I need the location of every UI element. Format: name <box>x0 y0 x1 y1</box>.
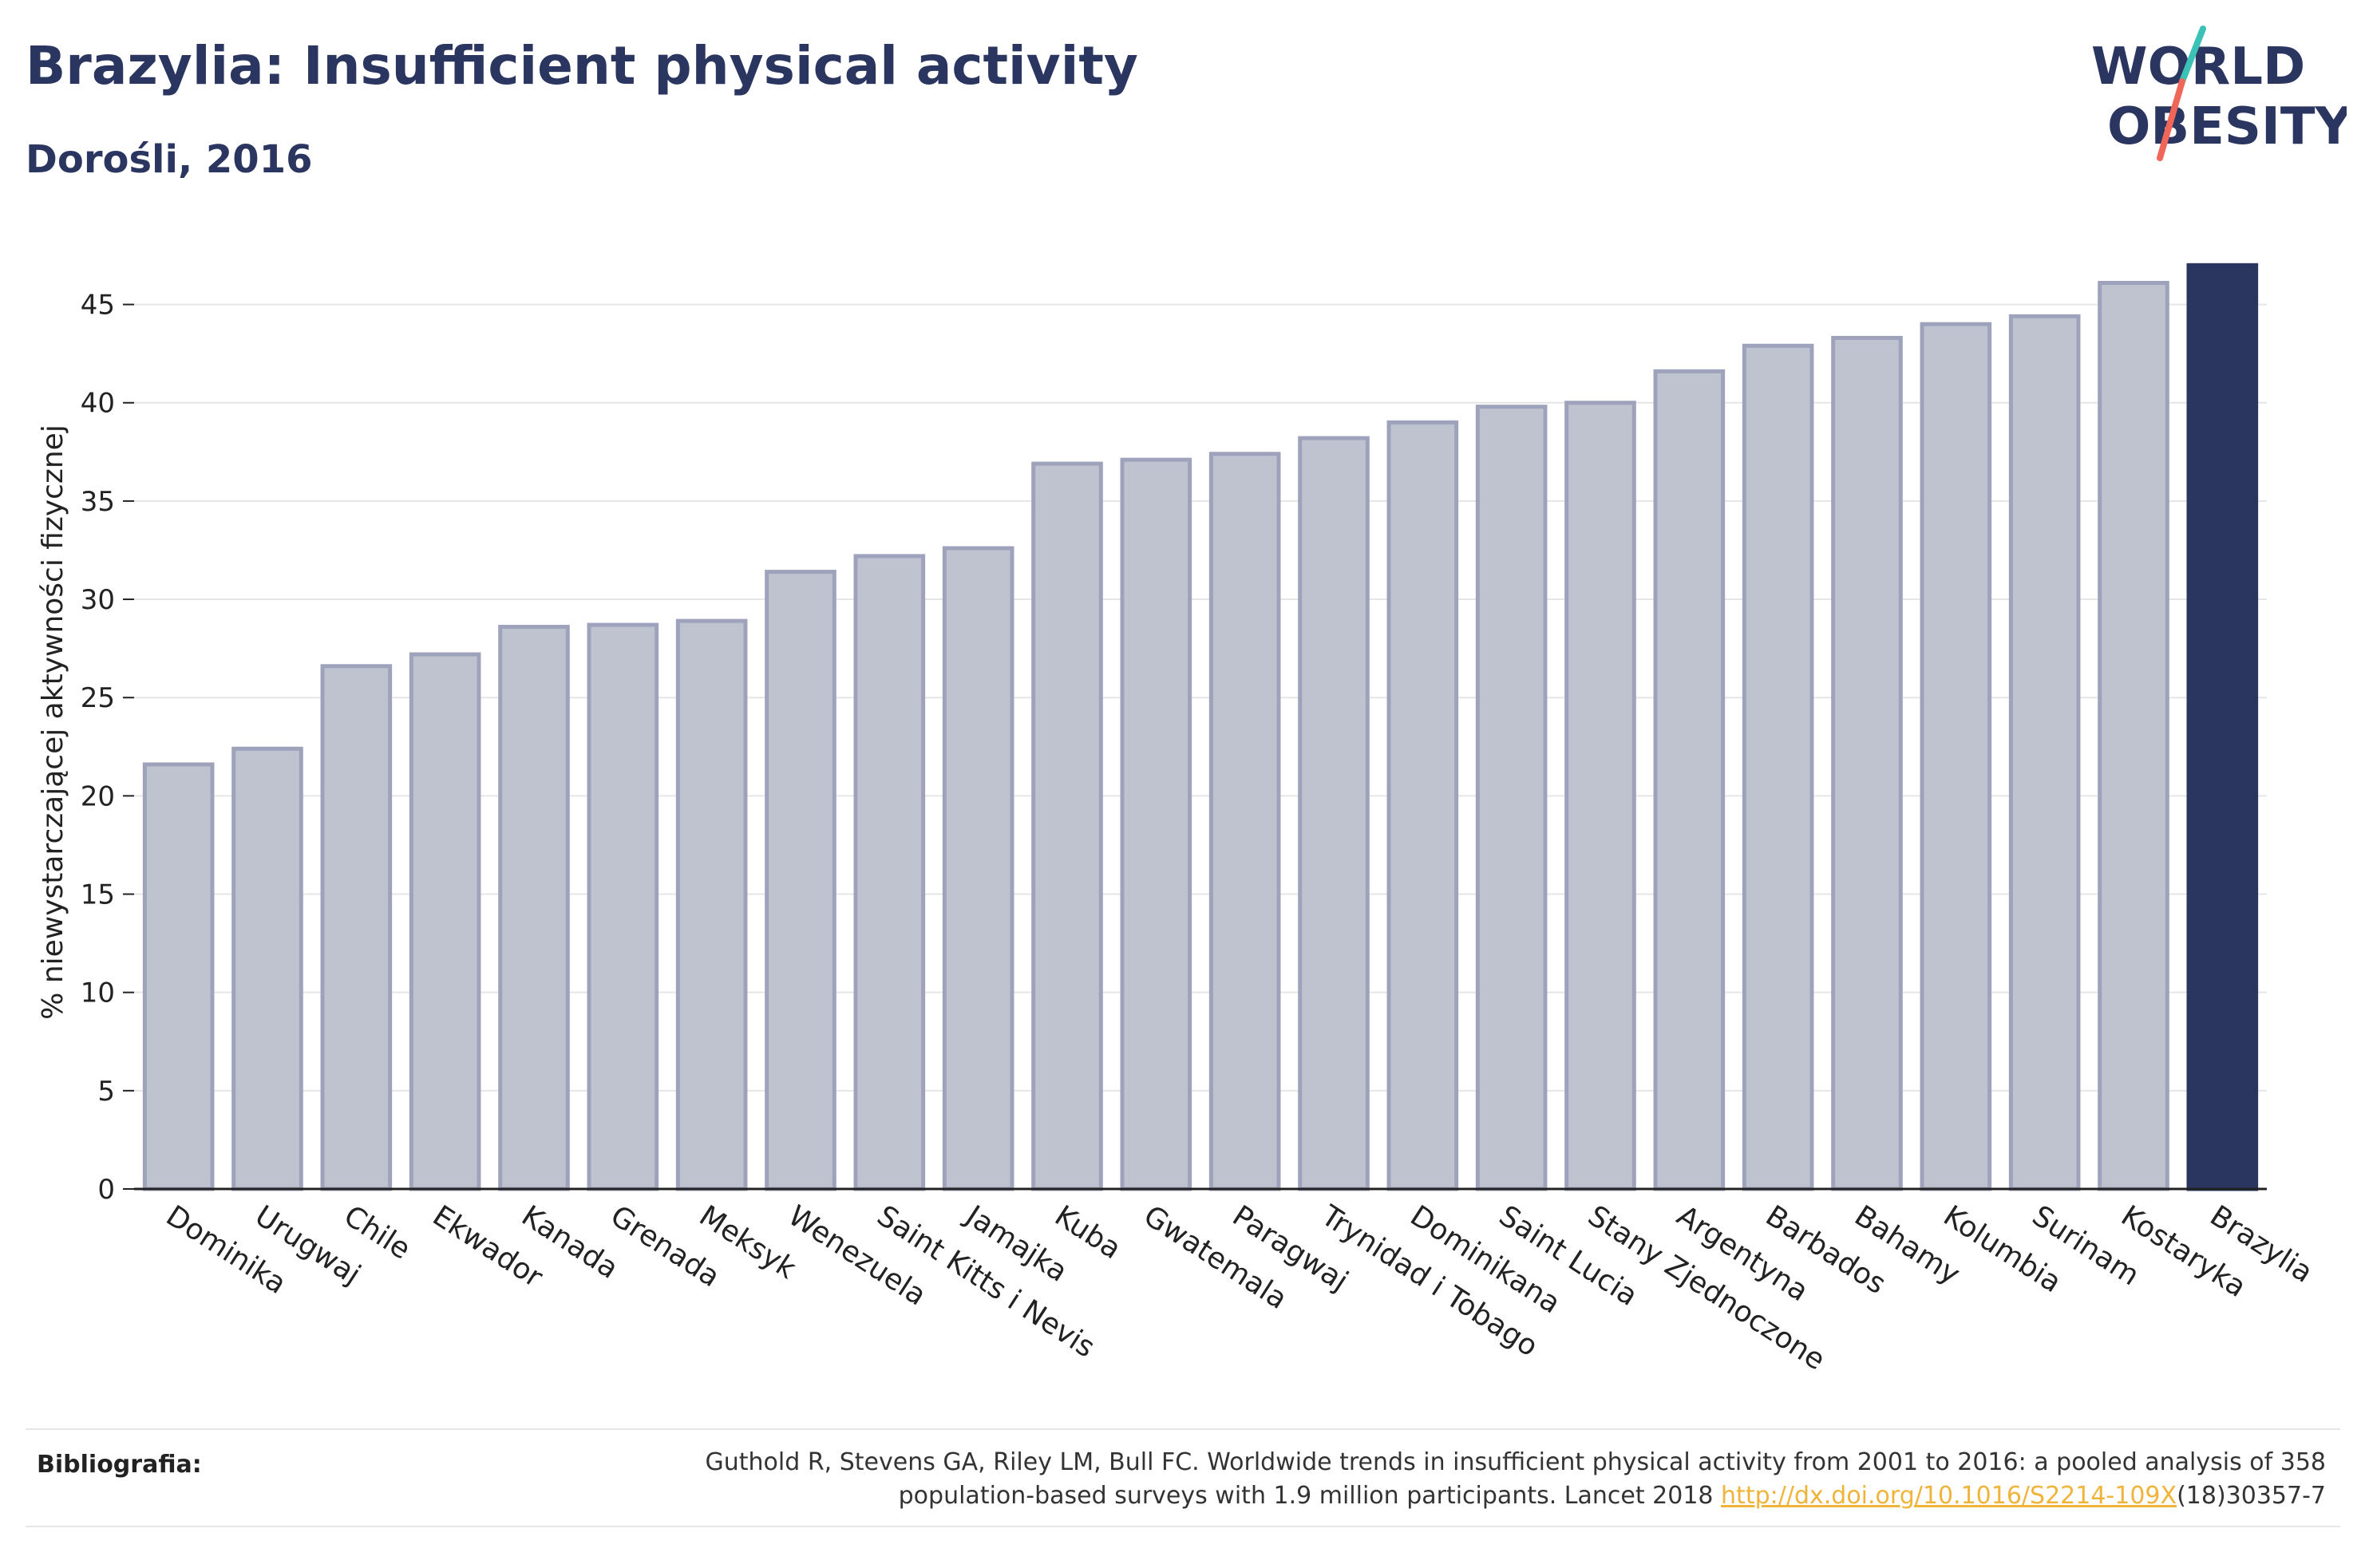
bar-paragwaj <box>1208 452 1281 1191</box>
logo-slash-teal-icon <box>2179 26 2206 85</box>
bar-kanada <box>498 625 570 1191</box>
y-tick-label: 45 <box>81 290 115 322</box>
bar-argentyna <box>1653 369 1726 1191</box>
y-tick-label: 40 <box>81 388 115 420</box>
bar-dominika <box>142 762 215 1191</box>
bar-saint-kitts-i-nevis <box>853 554 926 1191</box>
bar-saint-lucia <box>1475 405 1548 1191</box>
bar-jamajka <box>942 546 1014 1191</box>
citation-line-2-suffix: (18)30357-7 <box>2177 1482 2326 1510</box>
bar-bahamy <box>1831 335 1903 1191</box>
bar-wenezuela <box>765 570 836 1191</box>
bar-stany-zjednoczone <box>1564 401 1636 1191</box>
y-tick-label: 15 <box>81 879 115 911</box>
chart-title: Brazylia: Insufficient physical activity <box>26 35 1138 97</box>
y-tick-label: 35 <box>81 486 115 518</box>
bar-kuba <box>1031 461 1103 1191</box>
citation-line-2-prefix: population-based surveys with 1.9 millio… <box>898 1482 1722 1510</box>
bar-chart: 0 5 10 15 20 25 30 35 40 45 % niewystarczającej ak… <box>37 263 2318 1376</box>
bar-barbados <box>1742 343 1814 1191</box>
logo-text-obesity: OBESITY <box>2107 97 2347 156</box>
bar-urugwaj <box>231 746 303 1191</box>
bar-surinam <box>2008 314 2081 1191</box>
bar-kolumbia <box>1920 322 1992 1191</box>
bar-chile <box>320 664 393 1191</box>
bar-meksyk <box>675 618 748 1191</box>
y-tick-label: 10 <box>81 978 115 1009</box>
bibliography-label: Bibliografia: <box>37 1451 202 1479</box>
citation-doi-link[interactable]: http://dx.doi.org/10.1016/S2214-109X <box>1721 1482 2177 1510</box>
world-obesity-logo: WORLD OBESITY <box>2091 26 2347 161</box>
chart-subtitle: Dorośli, 2016 <box>26 137 313 182</box>
bar-brazylia <box>2186 263 2259 1191</box>
y-tick-label: 30 <box>81 584 115 616</box>
y-tick-label: 25 <box>81 682 115 714</box>
footer-divider-bottom <box>26 1526 2340 1527</box>
bar-gwatemala <box>1120 457 1192 1191</box>
y-tick-label: 20 <box>81 780 115 812</box>
y-axis-title: % niewystarczającej aktywności fizycznej <box>37 425 69 1020</box>
bibliography-citation: Guthold R, Stevens GA, Riley LM, Bull FC… <box>490 1446 2326 1513</box>
citation-line-1: Guthold R, Stevens GA, Riley LM, Bull FC… <box>705 1448 2326 1476</box>
footer-divider-top <box>26 1428 2340 1430</box>
logo-slash-coral-icon <box>2157 78 2185 161</box>
bar-kostaryka <box>2098 280 2169 1191</box>
bar-ekwador <box>409 652 481 1191</box>
y-tick-label: 0 <box>97 1174 115 1206</box>
y-tick-label: 5 <box>97 1076 115 1108</box>
bar-trynidad-i-tobago <box>1298 436 1370 1191</box>
bar-grenada <box>587 622 659 1191</box>
bar-dominikana <box>1386 420 1459 1191</box>
